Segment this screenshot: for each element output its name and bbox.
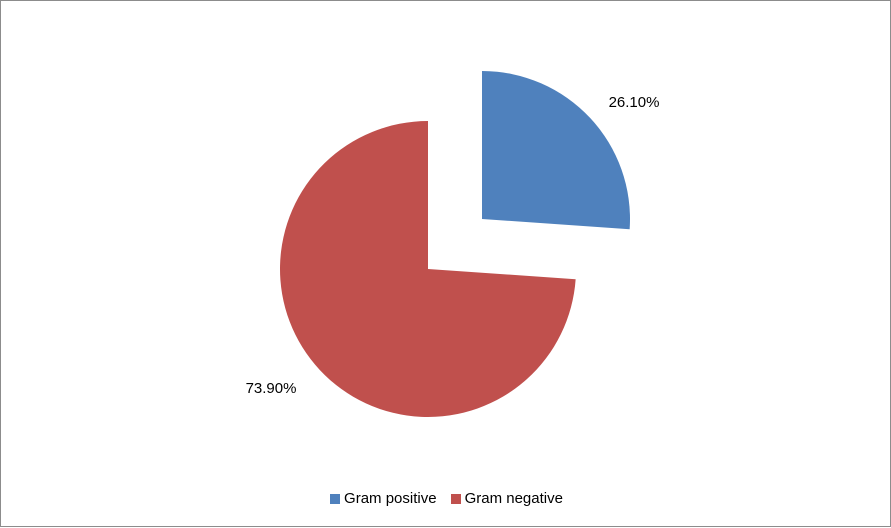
legend-item-gram-negative: Gram negative: [450, 490, 563, 507]
legend-swatch-gram-negative: [450, 493, 461, 504]
legend-label-gram-negative: Gram negative: [464, 490, 563, 507]
legend: Gram positive Gram negative: [1, 490, 891, 507]
data-label-gram-negative: 73.90%: [246, 380, 297, 397]
pie-slice-gram-negative: [280, 121, 576, 418]
pie-slices: [280, 71, 630, 418]
legend-label-gram-positive: Gram positive: [344, 490, 437, 507]
legend-item-gram-positive: Gram positive: [330, 490, 437, 507]
data-label-gram-positive: 26.10%: [609, 94, 660, 111]
pie-data-labels: 26.10% 73.90%: [246, 94, 660, 397]
legend-swatch-gram-positive: [330, 493, 341, 504]
pie-slice-gram-positive: [482, 71, 630, 230]
